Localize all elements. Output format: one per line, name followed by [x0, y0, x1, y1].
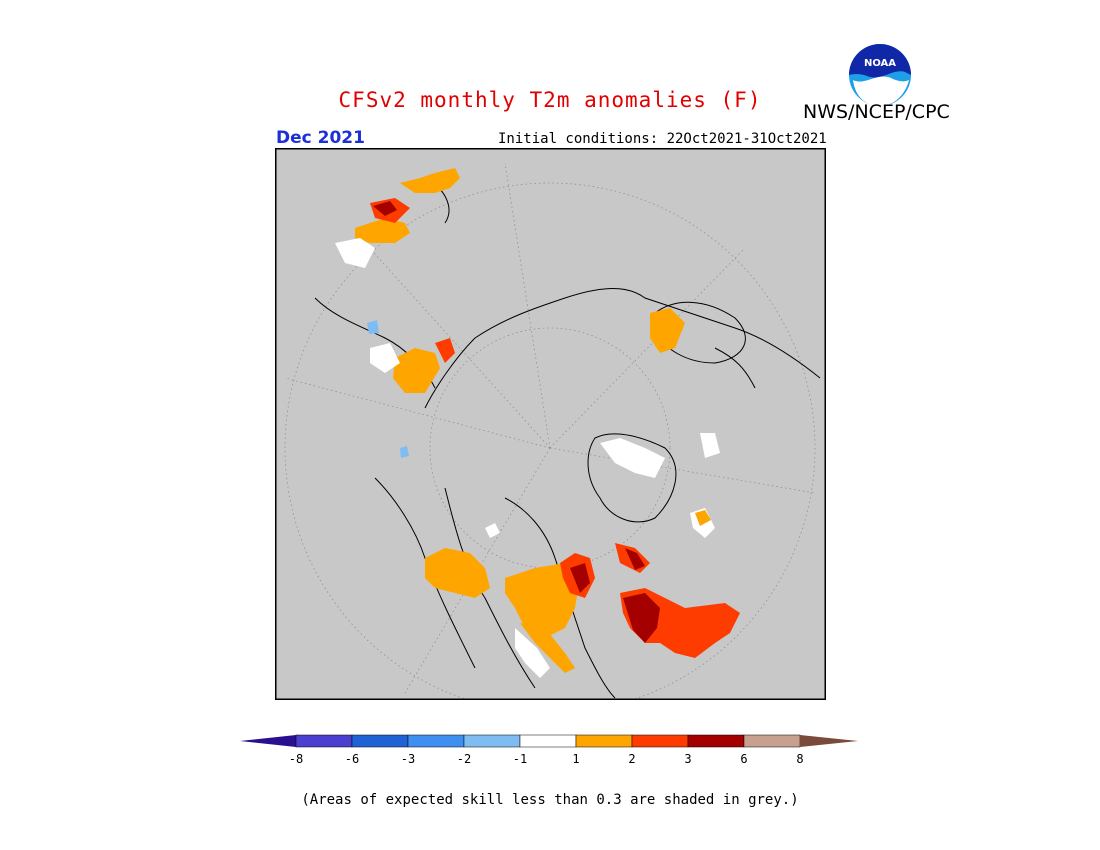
organization-label: NWS/NCEP/CPC: [803, 101, 950, 123]
legend-tick-label: 8: [796, 752, 803, 766]
legend-boxes: [295, 734, 801, 748]
legend-tick-label: -1: [513, 752, 527, 766]
chart-title: CFSv2 monthly T2m anomalies (F): [338, 88, 762, 112]
legend-box: [631, 734, 689, 748]
legend-box: [575, 734, 633, 748]
color-legend: -8 -6 -3 -2 -1 1 2 3 6 8: [240, 734, 858, 766]
initial-conditions: Initial conditions: 22Oct2021-31Oct2021: [498, 131, 827, 147]
legend-box: [295, 734, 353, 748]
legend-box: [407, 734, 465, 748]
legend-tick-label: -8: [289, 752, 303, 766]
legend-tick-label: -6: [345, 752, 359, 766]
legend-box: [351, 734, 409, 748]
map-frame: [275, 148, 826, 700]
legend-tick-label: -3: [401, 752, 415, 766]
legend-labels: -8 -6 -3 -2 -1 1 2 3 6 8: [289, 752, 804, 766]
legend-arrow-left: [240, 735, 296, 747]
anomaly-shading: [335, 168, 740, 678]
legend-tick-label: 1: [572, 752, 579, 766]
legend-tick-label: -2: [457, 752, 471, 766]
legend-box: [519, 734, 577, 748]
noaa-logo: NOAA: [849, 44, 911, 106]
legend-box: [687, 734, 745, 748]
legend-tick-label: 2: [628, 752, 635, 766]
legend-tick-label: 3: [684, 752, 691, 766]
target-month: Dec 2021: [276, 128, 365, 148]
anomaly-map: [275, 148, 826, 700]
legend-arrow-right: [800, 735, 858, 747]
footnote: (Areas of expected skill less than 0.3 a…: [301, 792, 799, 808]
legend-box: [463, 734, 521, 748]
legend-tick-label: 6: [740, 752, 747, 766]
legend-box: [743, 734, 801, 748]
svg-text:NOAA: NOAA: [864, 58, 896, 69]
graticule: [284, 162, 816, 700]
